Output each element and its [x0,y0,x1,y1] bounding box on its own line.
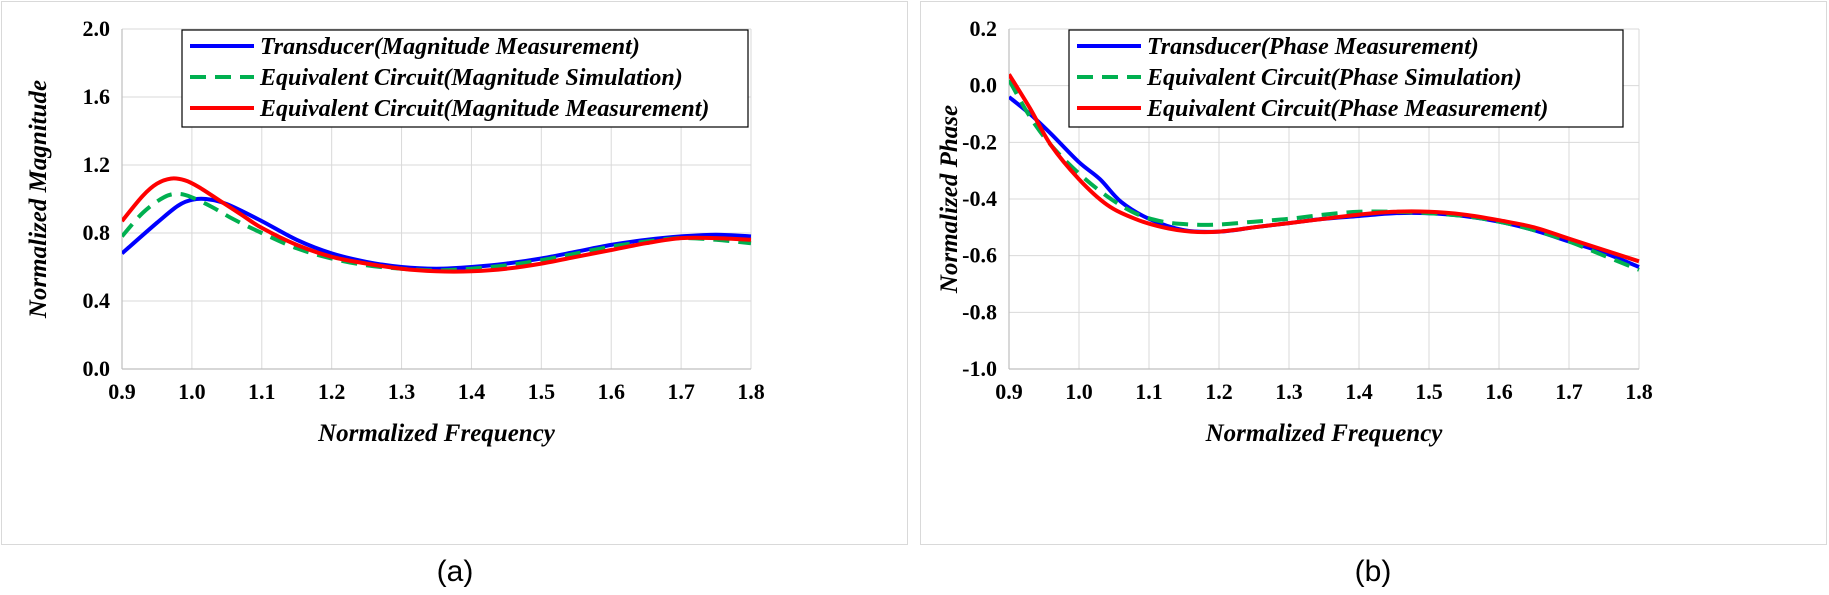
x-tick-label: 1.0 [1065,379,1093,404]
y-tick-label: -0.4 [962,186,997,211]
x-tick-label: 1.2 [318,379,346,404]
y-tick-label: 0.8 [83,220,111,245]
y-axis-title: Normalized Magnitude [25,80,52,319]
x-tick-label: 0.9 [108,379,136,404]
y-tick-label: 0.4 [83,288,111,313]
x-tick-label: 1.1 [1135,379,1163,404]
chart-panel-a: 0.9 1.0 1.1 1.2 1.3 1.4 1.5 1.6 1.7 1.8 0.0 0.4 0.8 1… [1,1,908,545]
series-group [122,176,752,274]
y-tick-label: 1.2 [83,152,111,177]
x-tick-label: 1.0 [178,379,206,404]
series-line-3 [1009,73,1640,264]
caption-b: (b) [1354,555,1392,588]
x-tick-label: 1.2 [1205,379,1233,404]
legend-label-2: Equivalent Circuit(Magnitude Simulation) [259,65,683,91]
phase-chart: 0.9 1.0 1.1 1.2 1.3 1.4 1.5 1.6 1.7 1.8 -1.0 -0.8 -0… [936,16,1653,447]
series-line-3 [122,176,752,274]
x-tick-label: 1.6 [1485,379,1513,404]
y-axis-title: Normalized Phase [936,105,963,294]
legend-box [1068,29,1624,128]
x-tick-label: 1.5 [1415,379,1443,404]
x-tick-label: 1.8 [737,379,765,404]
x-tick-label: 1.1 [248,379,276,404]
legend-label-1: Transducer(Magnitude Measurement) [260,34,640,60]
y-tick-label: 0.0 [970,73,998,98]
y-tick-label: -0.6 [962,243,997,268]
x-tick-label: 1.6 [597,379,625,404]
x-axis-title: Normalized Frequency [317,420,556,447]
x-tick-label: 1.4 [458,379,486,404]
x-tick-label: 1.3 [1275,379,1303,404]
series-line-2 [1009,79,1640,272]
y-tick-label: -0.8 [962,299,997,324]
legend-label-3: Equivalent Circuit(Phase Measurement) [1146,96,1548,122]
x-tick-label: 1.4 [1345,379,1373,404]
x-tick-label: 1.7 [1555,379,1583,404]
y-tick-label: 1.6 [83,84,111,109]
x-tick-label: 0.9 [995,379,1023,404]
y-tick-label: 0.2 [970,16,998,41]
y-tick-label: -0.2 [962,129,997,154]
legend: Transducer(Magnitude Measurement) Equival… [181,29,749,128]
legend-box [181,29,749,128]
x-axis-title: Normalized Frequency [1205,420,1444,447]
magnitude-chart: 0.9 1.0 1.1 1.2 1.3 1.4 1.5 1.6 1.7 1.8 0.0 0.4 0.8 1… [25,16,765,447]
legend-label-1: Transducer(Phase Measurement) [1147,34,1479,60]
y-tick-label: 0.0 [83,356,111,381]
legend: Transducer(Phase Measurement) Equivalent … [1068,29,1624,128]
x-tick-label: 1.5 [528,379,556,404]
x-tick-label: 1.3 [388,379,416,404]
x-tick-label: 1.7 [667,379,695,404]
caption-a: (a) [436,555,474,588]
legend-label-2: Equivalent Circuit(Phase Simulation) [1146,65,1522,91]
x-tick-label: 1.8 [1625,379,1653,404]
y-tick-label: -1.0 [962,356,997,381]
series-line-2 [122,191,752,273]
chart-panel-b: 0.9 1.0 1.1 1.2 1.3 1.4 1.5 1.6 1.7 1.8 -1.0 -0.8 -0… [920,1,1827,545]
series-group [1009,73,1640,272]
y-tick-label: 2.0 [83,16,111,41]
legend-label-3: Equivalent Circuit(Magnitude Measurement… [259,96,709,122]
